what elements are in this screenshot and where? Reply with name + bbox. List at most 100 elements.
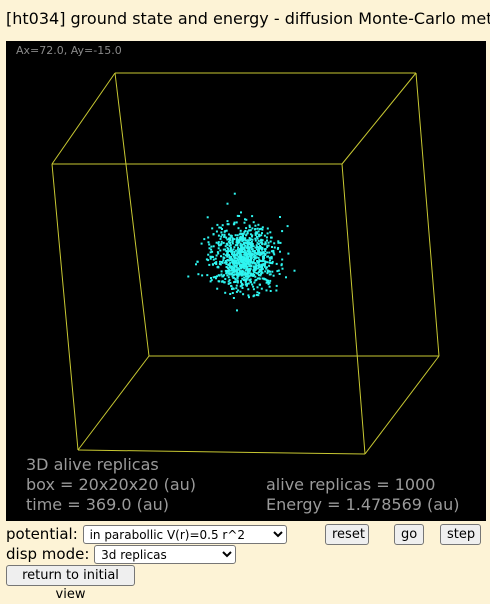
replica-dot xyxy=(239,229,242,232)
replica-dot xyxy=(208,243,211,246)
replica-dot xyxy=(240,238,243,241)
replica-dot xyxy=(237,240,240,243)
front-bottom-edge xyxy=(77,449,366,455)
replica-dot xyxy=(253,274,256,276)
replica-dot xyxy=(261,255,264,258)
replica-dot xyxy=(230,256,233,258)
replica-dot xyxy=(224,260,227,262)
replica-dot xyxy=(230,258,233,260)
replica-dot xyxy=(238,271,241,274)
replica-dot xyxy=(235,241,238,244)
replica-dot xyxy=(236,234,239,237)
replica-dot xyxy=(261,243,264,246)
replica-dot xyxy=(254,237,257,240)
replica-dot xyxy=(246,267,249,270)
replica-dot xyxy=(244,230,247,232)
replica-dot xyxy=(228,268,231,271)
replica-dot xyxy=(232,276,235,279)
replica-dot xyxy=(248,268,251,271)
reset-button[interactable]: reset xyxy=(325,524,369,545)
replica-dot xyxy=(250,242,253,245)
replica-dot xyxy=(260,227,263,230)
replica-dot xyxy=(248,224,251,227)
replica-dot xyxy=(255,248,258,251)
replica-dot xyxy=(228,259,231,262)
replica-dot xyxy=(243,231,246,234)
replica-dot xyxy=(232,248,235,251)
replica-dot xyxy=(261,228,264,231)
replica-dot xyxy=(271,270,274,273)
replica-dot xyxy=(203,238,206,241)
replica-dot xyxy=(254,279,257,282)
replica-dot xyxy=(249,279,252,282)
replica-dot xyxy=(247,250,250,253)
go-button[interactable]: go xyxy=(394,524,424,545)
replica-dot xyxy=(241,243,244,246)
replica-dot xyxy=(254,275,257,278)
replica-dot xyxy=(221,261,224,264)
replica-dot xyxy=(228,272,231,275)
replica-dot xyxy=(273,242,276,245)
alive-replicas-label: alive replicas = 1000 xyxy=(266,475,436,494)
replica-dot xyxy=(266,246,269,249)
return-initial-view-button[interactable]: return to initial view xyxy=(6,565,135,602)
replica-dot xyxy=(239,266,242,268)
replica-dot xyxy=(243,241,246,244)
replica-dot xyxy=(195,263,197,266)
replica-dot xyxy=(197,273,200,276)
replica-dot xyxy=(256,272,259,275)
replica-dot xyxy=(237,274,240,277)
replica-dot xyxy=(254,234,257,236)
replica-dot xyxy=(241,282,243,285)
replica-dot xyxy=(237,289,240,292)
replica-dot xyxy=(233,259,235,262)
back-left-edge xyxy=(114,72,150,357)
potential-select[interactable]: in parabollic V(r)=0.5 r^2 xyxy=(82,525,287,544)
replica-dot xyxy=(269,290,272,292)
replica-dot xyxy=(258,263,261,266)
replica-dot xyxy=(224,248,227,251)
replica-dot xyxy=(248,259,251,262)
replica-dot xyxy=(236,244,239,247)
replica-dot xyxy=(277,240,280,243)
replica-dot xyxy=(261,264,264,267)
replica-dot xyxy=(209,255,212,258)
replica-dot xyxy=(243,249,246,252)
step-button[interactable]: step xyxy=(440,524,481,545)
replica-dot xyxy=(258,266,261,269)
replica-dot xyxy=(241,246,244,249)
simulation-canvas[interactable]: Ax=72.0, Ay=-15.0 3D alive replicas box … xyxy=(6,41,486,521)
replica-dot xyxy=(222,253,225,256)
replica-dot xyxy=(268,261,271,264)
replica-dot xyxy=(249,278,252,281)
replica-dot xyxy=(229,234,232,237)
disp-mode-select[interactable]: 3d replicas xyxy=(94,545,237,564)
replica-dot xyxy=(247,239,250,242)
replica-dot xyxy=(258,277,261,280)
replica-dot xyxy=(256,260,259,263)
replica-dot xyxy=(251,235,253,238)
top-right-depth-edge xyxy=(341,72,417,165)
replica-dot xyxy=(246,265,249,268)
replica-dot xyxy=(248,248,251,251)
replica-dot xyxy=(256,237,259,240)
replica-dot xyxy=(286,225,289,228)
replica-dot xyxy=(226,238,229,241)
replica-dot xyxy=(254,239,257,242)
replica-dot xyxy=(234,249,237,252)
replica-dot xyxy=(231,251,234,254)
replica-dot xyxy=(277,247,280,249)
replica-dot xyxy=(266,272,269,275)
replica-dot xyxy=(211,227,214,230)
replica-dot xyxy=(249,258,252,261)
replica-dot xyxy=(266,244,269,247)
replica-dot xyxy=(260,241,263,244)
replica-dot xyxy=(248,263,251,266)
replica-dot xyxy=(238,252,241,255)
replica-dot xyxy=(231,288,233,290)
replica-dot xyxy=(246,240,249,243)
replica-dot xyxy=(245,283,248,286)
replica-dot xyxy=(237,267,240,270)
replica-dot xyxy=(271,246,273,248)
replica-dot xyxy=(210,279,213,282)
